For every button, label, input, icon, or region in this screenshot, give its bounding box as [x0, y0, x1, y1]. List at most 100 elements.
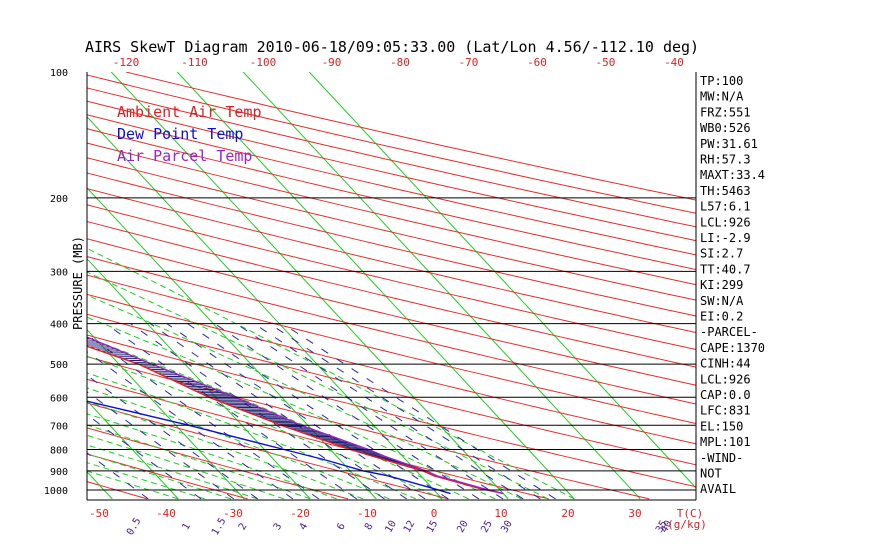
dry-adiabat-line: [87, 427, 349, 500]
dry-adiabat-line: [87, 220, 696, 368]
chart-title: AIRS SkewT Diagram 2010-06-18/09:05:33.0…: [85, 38, 699, 56]
stats-line: EL:150: [700, 419, 743, 433]
moist-adiabat-line: [87, 355, 443, 500]
bottom-temp-unit-label: T(C): [677, 507, 704, 520]
pressure-tick-label: 1000: [44, 486, 68, 497]
dry-adiabat-line: [87, 402, 449, 500]
top-temp-tick-label: -120: [113, 56, 140, 69]
mixing-ratio-line: [166, 323, 426, 500]
mixing-ratio-tick-label: 25: [479, 519, 495, 535]
isotherm-line: [87, 470, 113, 500]
bottom-temp-tick-label: -40: [156, 507, 176, 520]
moist-adiabat-line: [87, 387, 390, 500]
stats-line: SI:2.7: [700, 247, 743, 261]
pressure-tick-label: 500: [50, 360, 68, 371]
legend: Ambient Air Temp Dew Point Temp Air Parcel…: [117, 103, 262, 165]
dry-adiabat-line: [87, 274, 696, 425]
stats-line: LFC:831: [700, 404, 751, 418]
moist-adiabat-line: [87, 400, 364, 500]
moist-adiabat-line: [87, 470, 179, 500]
mixing-ratio-tick-label: 30: [499, 519, 515, 535]
moist-adiabat-line: [87, 247, 575, 500]
mixing-ratio-tick-label: 4: [298, 521, 311, 532]
mixing-ratio-tick-label: 8: [363, 521, 376, 532]
dry-adiabat-line: [87, 313, 696, 466]
dry-adiabat-line: [87, 142, 696, 286]
stats-line: WB0:526: [700, 121, 751, 135]
moist-adiabat-line: [87, 294, 522, 500]
dry-adiabat-line: [87, 293, 696, 445]
mixing-ratio-line: [236, 323, 504, 500]
mixing-ratio-line: [87, 452, 149, 500]
stats-line: SW:N/A: [700, 294, 744, 308]
legend-entry: Dew Point Temp: [117, 125, 243, 143]
top-temp-tick-label: -110: [181, 56, 208, 69]
stats-line: -PARCEL-: [700, 325, 758, 339]
bottom-temp-tick-label: 0: [431, 507, 438, 520]
stats-line: -WIND-: [700, 451, 743, 465]
dry-adiabat-line: [87, 188, 696, 334]
top-temp-tick-label: -70: [459, 56, 479, 69]
mixing-ratio-line: [187, 323, 449, 500]
moist-adiabat-line: [87, 316, 496, 500]
stats-line: PW:31.61: [700, 137, 758, 151]
bottom-temp-tick-label: 10: [494, 507, 507, 520]
mixing-ratio-extra-label: 40: [659, 519, 675, 535]
isotherm-line: [176, 72, 575, 500]
mixing-ratio-unit-label: (g/kg): [667, 518, 707, 531]
stats-line: TP:100: [700, 74, 743, 88]
mixing-ratio-line: [150, 323, 407, 500]
bottom-temp-tick-label: -20: [290, 507, 310, 520]
dry-adiabat-line: [0, 72, 47, 499]
bottom-temp-tick-label: -10: [357, 507, 377, 520]
pressure-tick-label: 300: [50, 267, 68, 278]
dry-adiabat-line: [87, 114, 696, 256]
dewpoint-profile-line: [87, 400, 451, 495]
stats-line: RH:57.3: [700, 153, 751, 167]
bottom-temp-tick-label: -50: [89, 507, 109, 520]
pressure-tick-label: 800: [50, 445, 68, 456]
legend-entry: Air Parcel Temp: [117, 147, 252, 165]
top-temp-tick-label: -90: [322, 56, 342, 69]
mixing-ratio-tick-label: 1: [180, 521, 193, 532]
stats-line: CINH:44: [700, 357, 751, 371]
bottom-temp-tick-label: 20: [561, 507, 574, 520]
isotherm-line: [87, 400, 179, 500]
pressure-tick-label: 200: [50, 194, 68, 205]
stats-line: LCL:926: [700, 215, 751, 229]
dry-adiabat-line: [87, 378, 549, 500]
moist-adiabat-line: [87, 434, 284, 500]
stats-line: AVAIL: [700, 482, 736, 496]
mixing-ratio-tick-label: 10: [383, 519, 399, 535]
mixing-ratio-line: [87, 414, 202, 500]
stats-line: KI:299: [700, 278, 743, 292]
mixing-ratio-tick-label: 6: [335, 521, 348, 532]
top-temp-tick-label: -100: [250, 56, 277, 69]
mixing-ratio-tick-label: 0.5: [125, 516, 144, 537]
dry-adiabat-line: [87, 157, 696, 301]
pressure-tick-label: 600: [50, 393, 68, 404]
mixing-ratio-line: [87, 374, 258, 500]
bottom-temp-tick-label: -30: [223, 507, 243, 520]
legend-entry: Ambient Air Temp: [117, 103, 262, 121]
isotherm-line: [308, 72, 696, 489]
parcel-profile-line: [87, 336, 504, 495]
dry-adiabat-line: [87, 238, 696, 386]
mixing-ratio-tick-label: 20: [455, 519, 471, 535]
mixing-ratio-line: [282, 323, 556, 500]
pressure-tick-label: 400: [50, 320, 68, 331]
isotherm-line: [110, 72, 509, 500]
mixing-ratio-line: [87, 334, 320, 500]
mixing-ratio-extra-label: 35: [654, 519, 670, 535]
isotherm-line: [0, 72, 46, 499]
dry-adiabat-line: [87, 256, 696, 405]
dry-adiabat-line: [87, 334, 696, 488]
top-temp-tick-label: -40: [664, 56, 684, 69]
stats-line: EI:0.2: [700, 310, 743, 324]
pressure-tick-label: 700: [50, 421, 68, 432]
y-axis-label: PRESSURE (MB): [71, 236, 85, 330]
mixing-ratio-line: [0, 324, 39, 499]
stats-line: LI:-2.9: [700, 231, 751, 245]
stats-line: MW:N/A: [700, 90, 744, 104]
